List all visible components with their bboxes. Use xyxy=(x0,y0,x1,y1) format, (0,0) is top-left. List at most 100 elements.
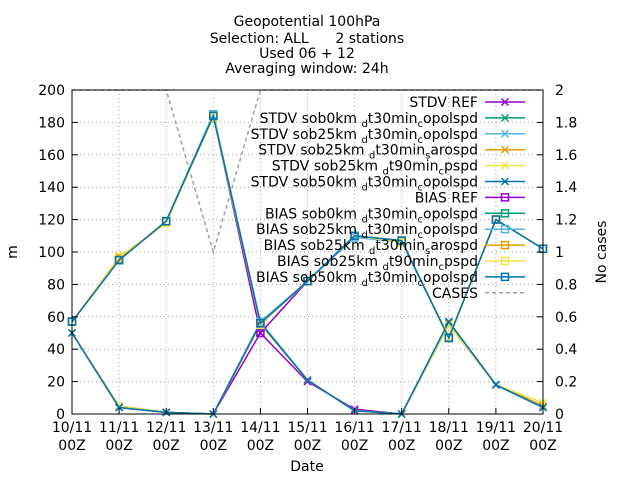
x-tick-label: 13/11 xyxy=(193,420,233,436)
series-line xyxy=(71,113,544,340)
legend-label: BIAS REF xyxy=(415,190,478,206)
x-tick-label: 00Z xyxy=(200,438,227,454)
legend-marker xyxy=(500,240,510,250)
legend-marker xyxy=(500,97,510,107)
x-tick-label: 16/11 xyxy=(334,420,374,436)
legend-label: STDV sob25km dt30minsarospd xyxy=(258,143,478,162)
legend-label: STDV sob0km dt30mincopolspd xyxy=(260,111,478,130)
x-tick-label: 00Z xyxy=(152,438,179,454)
x-axis: 10/11 00Z 11/11 00Z 12/11 00Z 13/11 00Z 14/11 00Z… xyxy=(52,408,563,454)
x-tick-label: 00Z xyxy=(482,438,509,454)
x-tick-label: 00Z xyxy=(388,438,415,454)
data-point-square xyxy=(209,111,218,121)
data-point-square xyxy=(256,328,265,338)
data-point-square xyxy=(303,276,312,286)
y-tick-label: 180 xyxy=(38,115,65,131)
y2-tick-label: 1 xyxy=(555,245,564,261)
y2-tick-label: 0 xyxy=(555,407,564,423)
legend-marker xyxy=(500,129,510,138)
series-line xyxy=(71,320,544,415)
data-point-x xyxy=(491,380,500,389)
x-tick-label: 00Z xyxy=(341,438,368,454)
legend-label: BIAS sob25km dt90mincpspd xyxy=(277,254,478,273)
data-point-square xyxy=(444,333,454,343)
x-tick-label: 10/11 xyxy=(52,420,92,436)
legend-marker xyxy=(500,193,510,202)
y2-tick-label: 1.8 xyxy=(555,115,577,131)
series xyxy=(67,320,548,419)
legend-label: STDV sob25km dt30mincopolspd xyxy=(251,127,478,146)
x-tick-label: 19/11 xyxy=(476,420,516,436)
x-tick-label: 00Z xyxy=(294,438,321,454)
series-line xyxy=(71,321,544,415)
data-point-x xyxy=(115,403,124,412)
y2-tick-label: 1.4 xyxy=(555,180,577,196)
data-point-square xyxy=(350,231,359,241)
data-point-square xyxy=(397,236,406,245)
y2-tick-label: 0.8 xyxy=(555,277,577,293)
series xyxy=(67,320,548,419)
x-tick-label: 00Z xyxy=(58,438,85,454)
title-line: Used 06 + 12 xyxy=(259,46,355,62)
x-tick-label: 00Z xyxy=(247,438,274,454)
title-line: Geopotential 100hPa xyxy=(234,14,381,30)
x-tick-label: 18/11 xyxy=(429,420,469,436)
x-tick-label: 00Z xyxy=(105,438,132,454)
y2-tick-label: 1.2 xyxy=(555,213,577,229)
data-point-square xyxy=(256,319,265,328)
y2-axis: 0 0.2 0.4 0.6 0.8 1 1.2 1.4 1.6 1.8 2 xyxy=(537,83,577,423)
data-point-x xyxy=(303,377,312,386)
series xyxy=(67,111,548,343)
data-point-square xyxy=(161,216,171,226)
y-tick-label: 20 xyxy=(47,375,65,391)
x-axis-label: Date xyxy=(290,459,323,475)
x-tick-label: 00Z xyxy=(529,438,556,454)
title-line: Averaging window: 24h xyxy=(225,61,388,77)
legend-label: STDV sob50km dt30mincopolspd xyxy=(251,175,478,194)
x-tick-label: 14/11 xyxy=(240,420,280,436)
y-tick-label: 40 xyxy=(47,342,65,358)
y-tick-label: 200 xyxy=(38,83,65,99)
y-axis: 0 20 40 60 80 100 120 140 160 180 200 xyxy=(38,83,78,423)
grid xyxy=(72,90,543,414)
data-point-x xyxy=(303,375,312,385)
y2-tick-label: 0.6 xyxy=(555,310,577,326)
y-tick-label: 100 xyxy=(38,245,65,261)
legend-label: BIAS sob0km dt30mincopolspd xyxy=(265,206,478,225)
legend-marker xyxy=(500,177,510,186)
x-tick-label: 11/11 xyxy=(99,420,139,436)
x-tick-label: 17/11 xyxy=(382,420,422,436)
legend-label: BIAS sob50km dt30mincopolspd xyxy=(256,270,478,289)
series-line xyxy=(71,320,544,415)
x-tick-label: 20/11 xyxy=(523,420,563,436)
y2-tick-label: 0.4 xyxy=(555,342,577,358)
legend-marker xyxy=(500,161,510,170)
y-tick-label: 60 xyxy=(47,310,65,326)
legend-label: STDV sob25km dt90mincpspd xyxy=(272,159,478,178)
legend-marker xyxy=(500,224,510,234)
series xyxy=(67,317,548,419)
y2-tick-label: 2 xyxy=(555,83,564,99)
y-tick-label: 0 xyxy=(56,407,65,423)
chart-title: Geopotential 100hPa Selection: ALL 2 sta… xyxy=(210,14,404,77)
data-point-x xyxy=(444,317,453,326)
data-point-square xyxy=(114,255,124,265)
legend-marker xyxy=(500,256,510,266)
title-line: Selection: ALL 2 stations xyxy=(210,31,404,47)
y-tick-label: 80 xyxy=(47,277,65,293)
y-tick-label: 120 xyxy=(38,213,65,229)
x-tick-label: 00Z xyxy=(435,438,462,454)
legend-label: BIAS sob25km dt30minsarospd xyxy=(264,238,478,257)
series-layer xyxy=(67,110,548,419)
y2-tick-label: 1.6 xyxy=(555,148,577,164)
y-tick-label: 160 xyxy=(38,148,65,164)
legend-label: STDV REF xyxy=(409,95,478,111)
x-tick-label: 12/11 xyxy=(146,420,186,436)
legend-marker xyxy=(500,272,510,282)
legend-marker xyxy=(500,145,510,154)
series-line xyxy=(71,320,544,415)
y2-axis-label: No cases xyxy=(594,221,610,284)
legend-label: BIAS sob25km dt30mincopolspd xyxy=(256,222,478,241)
